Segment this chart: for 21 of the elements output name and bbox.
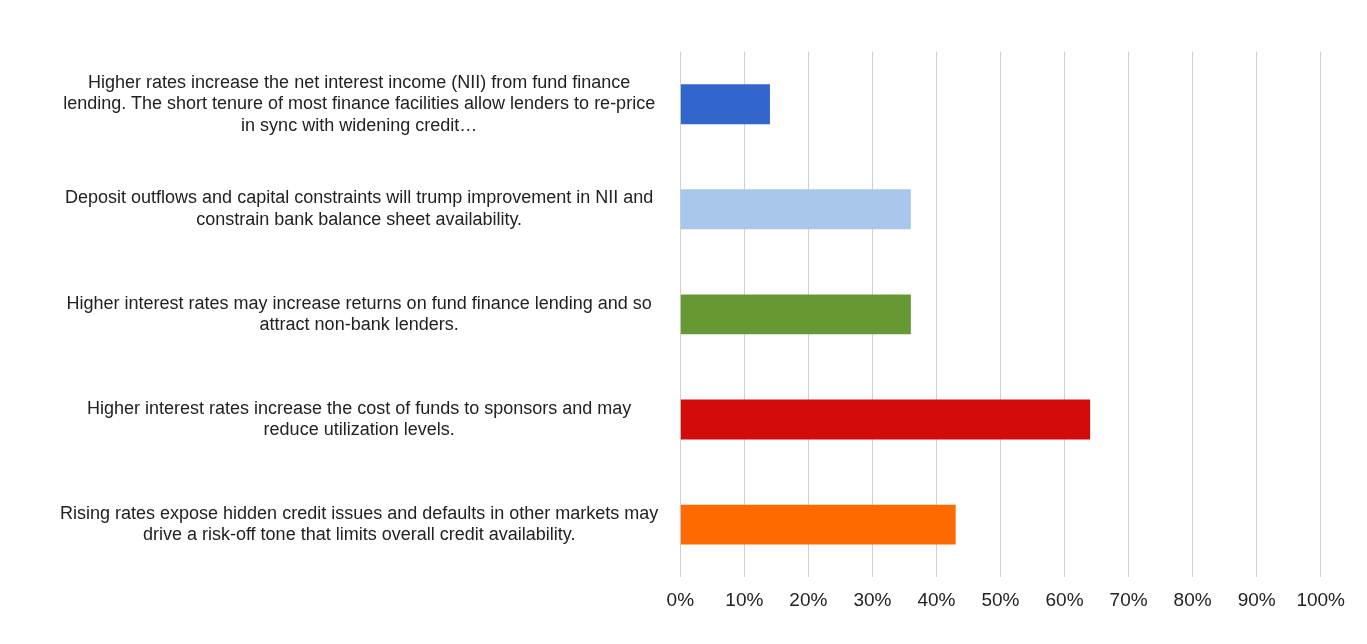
x-tick-label: 90% [1237, 588, 1276, 610]
x-tick-label: 80% [1173, 588, 1212, 610]
bar [680, 399, 1091, 440]
y-tick-label: Deposit outflows and capital constraints will trump improvement in NII and constrain bank balance sheet availability. [65, 187, 654, 230]
y-tick-label: Higher interest rates increase the cost of funds to sponsors and may reduce utilization levels. [87, 397, 632, 440]
x-tick-label: 70% [1109, 588, 1148, 610]
x-tick-label: 30% [853, 588, 892, 610]
y-tick-label: Higher interest rates may increase returns on fund finance lending and so attract non-bank lenders. [66, 292, 652, 335]
bar [680, 294, 911, 335]
x-tick-label: 50% [981, 588, 1020, 610]
bar [680, 84, 770, 125]
x-tick-label: 60% [1045, 588, 1084, 610]
x-tick-label: 0% [666, 588, 695, 610]
x-tick-label: 100% [1296, 588, 1346, 610]
bar [680, 189, 911, 230]
y-tick-label: Rising rates expose hidden credit issues and defaults in other markets may drive a risk-off tone that limits overall credit availability. [60, 502, 659, 545]
bar [680, 504, 956, 545]
x-tick-label: 40% [917, 588, 956, 610]
y-tick-label: Higher rates increase the net interest income (NII) from fund finance lending. The short tenure of most finance facilities allow lenders to re-price in sync with widening credit… [63, 71, 656, 135]
x-tick-label: 20% [789, 588, 828, 610]
x-tick-label: 10% [725, 588, 764, 610]
